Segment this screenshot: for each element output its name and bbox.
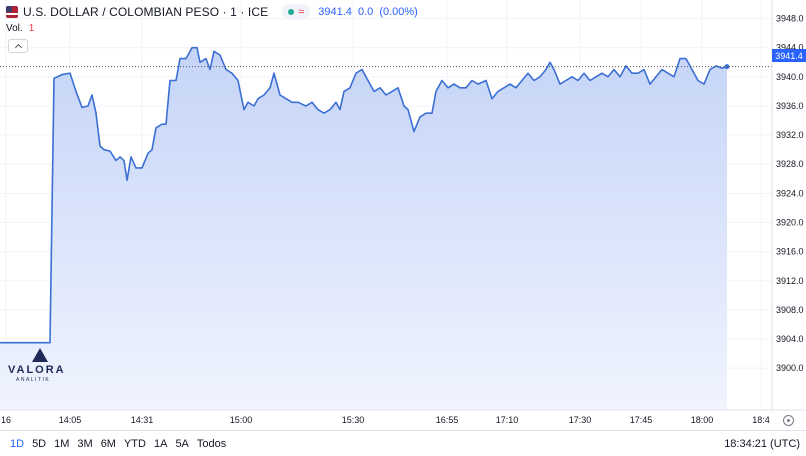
us-flag-icon [6, 6, 18, 18]
price-area-fill [0, 47, 727, 410]
axis-layer: 3900.0 3904.0 3908.0 3912.0 3916.0 3920.0 3924… [0, 0, 806, 425]
y-tick-label: 3924.0 [776, 188, 804, 198]
price-line [0, 46, 728, 344]
valora-logo: VALORA ANALITIK [8, 348, 64, 384]
timeframe-1m-button[interactable]: 1M [50, 434, 73, 454]
last-price: 3941.4 [318, 6, 352, 18]
legend-row: U.S. DOLLAR / COLOMBIAN PESO · 1 · ICE ≈… [0, 2, 421, 22]
y-tick-label: 3920.0 [776, 217, 804, 227]
y-tick-label: 3936.0 [776, 101, 804, 111]
y-tick-label: 3916.0 [776, 247, 804, 257]
y-tick-label: 3944.0 [776, 43, 804, 53]
utc-clock[interactable]: 18:34:21 (UTC) [724, 438, 800, 450]
collapse-legend-button[interactable] [8, 39, 28, 53]
y-tick-label: 3928.0 [776, 159, 804, 169]
price-change: 0.0 [357, 6, 374, 18]
y-tick-label: 3904.0 [776, 334, 804, 344]
timeframe-1d-button[interactable]: 1D [6, 434, 28, 454]
logo-name: VALORA [8, 364, 66, 376]
x-tick-label: 17:10 [496, 415, 519, 425]
timeframe-bar: 1D 5D 1M 3M 6M YTD 1A 5A Todos 18:34:21 (UTC) [0, 430, 806, 456]
timeframe-ytd-button[interactable]: YTD [120, 434, 150, 454]
timeframe-1a-button[interactable]: 1A [150, 434, 171, 454]
y-tick-label: 3932.0 [776, 130, 804, 140]
timeframe-5d-button[interactable]: 5D [28, 434, 50, 454]
x-tick-label: 14:31 [131, 415, 154, 425]
chevron-up-icon [14, 43, 22, 52]
x-tick-label: 15:30 [342, 415, 365, 425]
range-buttons: 1D 5D 1M 3M 6M YTD 1A 5A Todos [0, 434, 230, 454]
market-status-pill[interactable]: ≈ [282, 4, 311, 20]
volume-legend: Vol. 1 [6, 23, 34, 34]
logo-subtitle: ANALITIK [16, 377, 51, 383]
area-layer [0, 47, 727, 410]
y-tick-label: 3900.0 [776, 363, 804, 373]
current-price-tag: 3941.4 [772, 49, 806, 62]
x-tick-label: 15:00 [230, 415, 253, 425]
x-tick-label: 14:05 [59, 415, 82, 425]
delayed-data-icon: ≈ [298, 5, 305, 18]
logo-mark-icon [32, 348, 48, 362]
x-tick-label: 17:30 [569, 415, 592, 425]
market-open-dot-icon [288, 9, 295, 15]
x-tick-label: 17:45 [630, 415, 653, 425]
symbol-title[interactable]: U.S. DOLLAR / COLOMBIAN PESO · 1 · ICE [23, 5, 269, 19]
x-tick-label: 16 [1, 415, 11, 425]
x-tick-label: 18:4 [752, 415, 770, 425]
legend-values: 3941.4 0.0 (0.00%) [318, 6, 421, 18]
price-change-pct: (0.00%) [379, 6, 418, 18]
volume-label: Vol. [6, 23, 23, 34]
y-tick-label: 3912.0 [776, 276, 804, 286]
timeframe-6m-button[interactable]: 6M [97, 434, 120, 454]
x-tick-label: 16:55 [436, 415, 459, 425]
y-tick-label: 3948.0 [776, 14, 804, 24]
y-tick-label: 3908.0 [776, 305, 804, 315]
x-tick-label: 18:00 [691, 415, 714, 425]
volume-value: 1 [28, 23, 35, 34]
settings-gear-icon[interactable] [783, 415, 794, 426]
timeframe-5a-button[interactable]: 5A [171, 434, 192, 454]
timeframe-3m-button[interactable]: 3M [73, 434, 96, 454]
y-tick-label: 3940.0 [776, 72, 804, 82]
timeframe-todos-button[interactable]: Todos [193, 434, 230, 454]
